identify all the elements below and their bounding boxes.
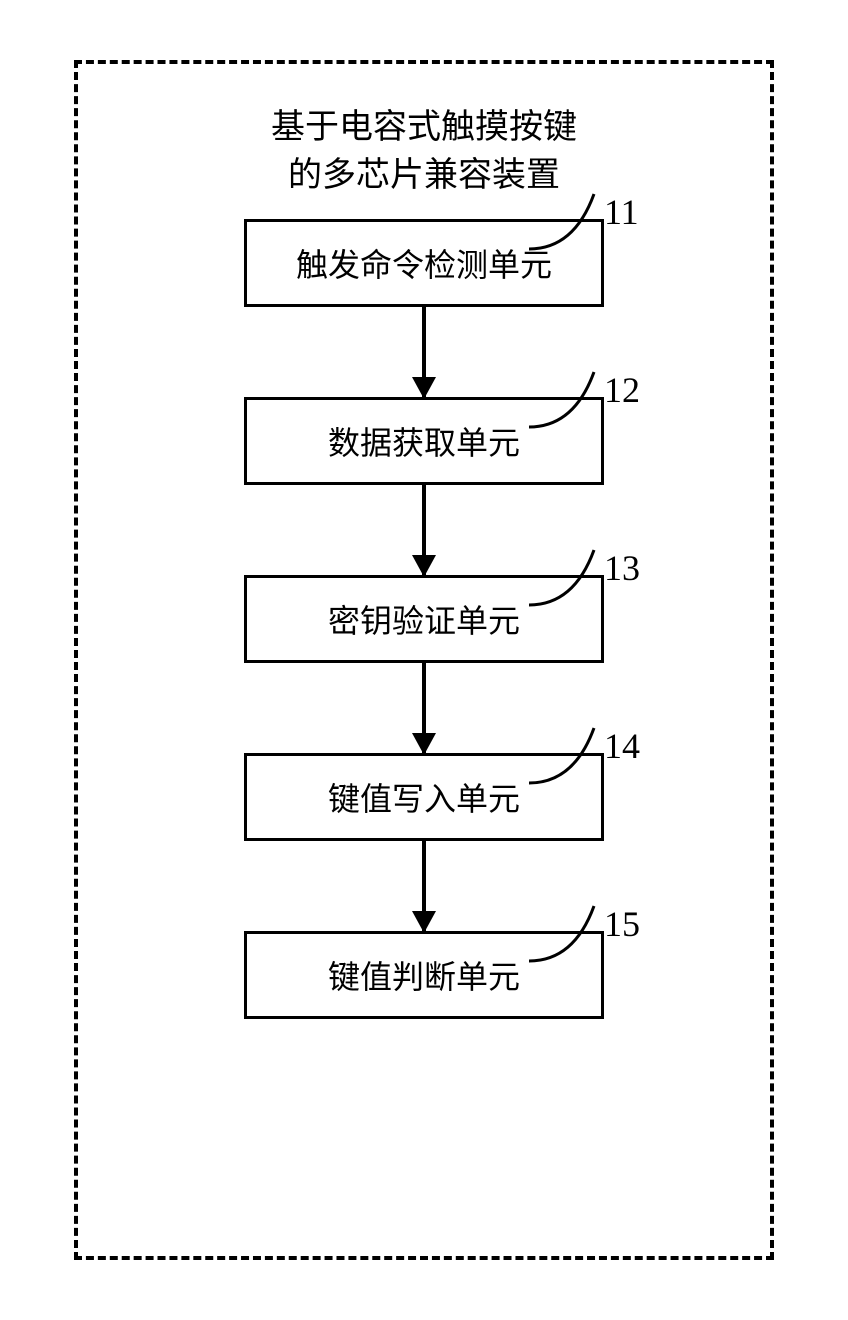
node-text: 键值写入单元 [328, 781, 520, 817]
flowchart-node: 密钥验证单元 [244, 575, 604, 663]
arrow-icon [422, 307, 426, 397]
diagram-container: 基于电容式触摸按键 的多芯片兼容装置 触发命令检测单元 11 数据获取单元 12 [74, 60, 774, 1260]
node-number-label: 13 [604, 547, 640, 589]
title-line-2: 的多芯片兼容装置 [288, 157, 560, 194]
node-number-label: 11 [604, 191, 639, 233]
flowchart-node: 数据获取单元 [244, 397, 604, 485]
node-text: 键值判断单元 [328, 959, 520, 995]
diagram-title: 基于电容式触摸按键 的多芯片兼容装置 [138, 104, 710, 199]
flowchart-node: 触发命令检测单元 [244, 219, 604, 307]
flowchart-node: 键值写入单元 [244, 753, 604, 841]
title-line-1: 基于电容式触摸按键 [271, 109, 577, 146]
arrow-icon [422, 663, 426, 753]
node-text: 触发命令检测单元 [296, 247, 552, 283]
node-text: 数据获取单元 [328, 425, 520, 461]
node-number-label: 15 [604, 903, 640, 945]
node-number-label: 14 [604, 725, 640, 767]
node-number-label: 12 [604, 369, 640, 411]
flowchart-node: 键值判断单元 [244, 931, 604, 1019]
node-wrapper-4: 键值写入单元 14 [244, 753, 604, 841]
node-wrapper-5: 键值判断单元 15 [244, 931, 604, 1019]
node-wrapper-2: 数据获取单元 12 [244, 397, 604, 485]
flowchart: 触发命令检测单元 11 数据获取单元 12 密钥验证单元 [138, 219, 710, 1019]
arrow-icon [422, 485, 426, 575]
node-wrapper-3: 密钥验证单元 13 [244, 575, 604, 663]
node-wrapper-1: 触发命令检测单元 11 [244, 219, 604, 307]
node-text: 密钥验证单元 [328, 603, 520, 639]
arrow-icon [422, 841, 426, 931]
